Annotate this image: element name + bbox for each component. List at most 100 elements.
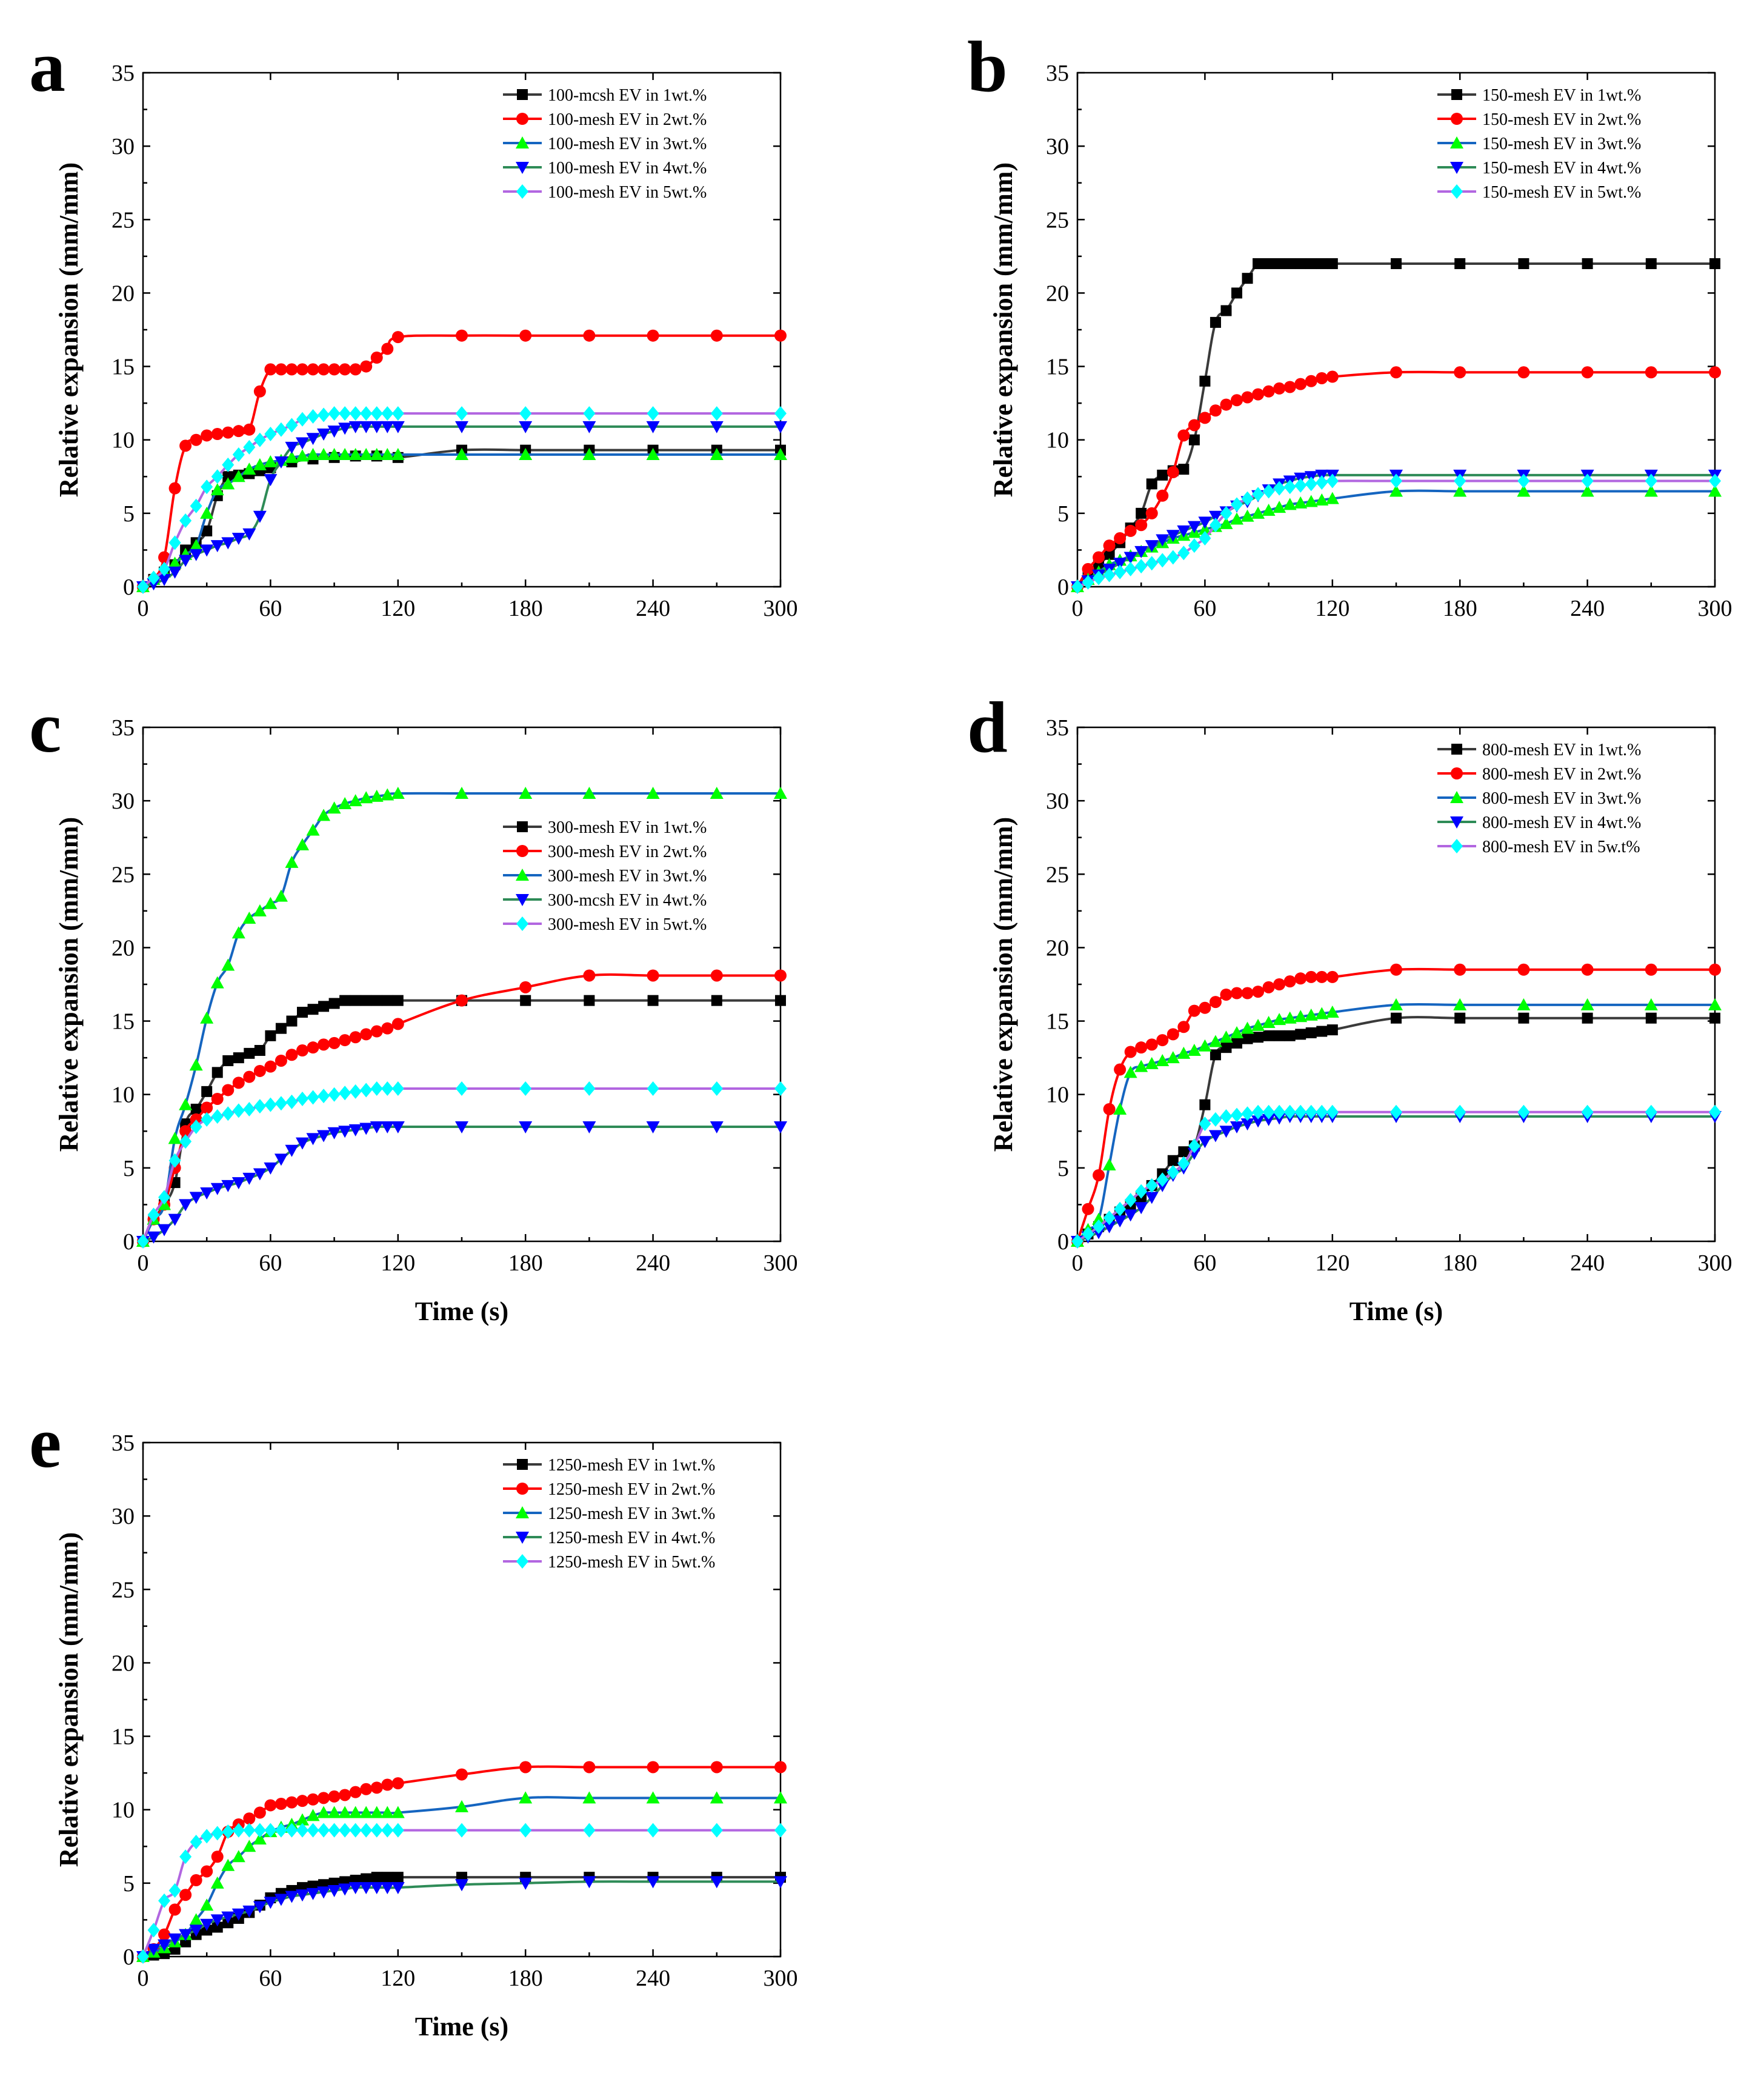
legend-marker <box>517 821 528 832</box>
data-point <box>328 1790 341 1803</box>
data-point <box>264 1097 277 1112</box>
x-tick-label: 180 <box>1443 1250 1477 1276</box>
data-point <box>137 1949 149 1964</box>
data-point <box>168 556 182 569</box>
data-point <box>1326 258 1338 269</box>
data-point <box>1316 970 1328 983</box>
legend-marker <box>516 916 528 931</box>
data-point <box>307 363 319 376</box>
data-point <box>710 447 724 460</box>
data-point <box>455 1800 468 1812</box>
legend-marker <box>516 184 528 199</box>
series-1 <box>138 995 786 1247</box>
data-point <box>1124 524 1137 537</box>
data-point <box>1145 540 1159 553</box>
data-point <box>1082 562 1094 575</box>
data-point <box>137 579 149 594</box>
data-point <box>1231 1107 1243 1123</box>
x-tick-label: 180 <box>508 596 543 621</box>
data-point <box>349 1031 362 1044</box>
data-point <box>264 363 277 376</box>
data-point <box>1231 497 1243 512</box>
data-point <box>1156 553 1169 568</box>
data-point <box>391 1806 405 1818</box>
data-point <box>391 406 404 421</box>
data-point <box>1580 998 1594 1010</box>
data-point <box>264 1060 277 1073</box>
legend-marker <box>516 894 529 906</box>
data-point <box>286 1015 298 1027</box>
data-point <box>1252 388 1265 401</box>
data-point <box>1102 1158 1116 1171</box>
data-point <box>285 363 298 376</box>
data-point <box>189 1913 203 1926</box>
data-point <box>1093 1169 1105 1181</box>
data-point <box>296 1823 308 1838</box>
y-tick-label: 0 <box>1057 575 1069 600</box>
data-point <box>318 407 330 422</box>
legend-marker <box>516 1506 529 1518</box>
data-point <box>1295 258 1306 269</box>
data-point <box>1156 534 1170 547</box>
data-point <box>710 1791 724 1804</box>
data-point <box>1645 473 1657 489</box>
legend-label: 300-mesh EV in 5wt.% <box>548 915 707 934</box>
data-point <box>264 474 278 487</box>
data-point <box>1146 478 1157 490</box>
data-point <box>1188 538 1200 553</box>
data-point <box>391 421 405 433</box>
data-point <box>371 1872 382 1883</box>
data-point <box>370 352 383 364</box>
data-point <box>455 787 468 799</box>
data-point <box>519 329 532 342</box>
data-point <box>350 995 361 1006</box>
data-point <box>158 561 171 576</box>
data-point <box>1177 1021 1190 1033</box>
data-point <box>1177 1156 1190 1171</box>
data-point <box>1187 521 1201 533</box>
data-point <box>360 1823 373 1838</box>
data-point <box>1167 1028 1179 1041</box>
legend-entry: 1250-mesh EV in 1wt.% <box>503 1456 715 1475</box>
data-point <box>370 1882 384 1895</box>
data-point <box>391 1882 405 1895</box>
data-point <box>647 406 659 421</box>
data-point <box>285 855 299 868</box>
panel-letter-c: c <box>29 687 61 767</box>
data-point <box>285 1094 298 1109</box>
legend-label: 150-mesh EV in 2wt.% <box>1482 110 1641 129</box>
data-point <box>190 1103 202 1115</box>
legend-marker <box>1450 791 1463 803</box>
data-point <box>1082 1203 1094 1215</box>
data-point <box>1103 1210 1116 1226</box>
data-point <box>1283 381 1296 393</box>
panel-letter-d: d <box>967 687 1008 767</box>
data-point <box>456 994 468 1007</box>
data-point <box>1177 525 1191 538</box>
data-point <box>274 1153 288 1166</box>
data-point <box>1114 532 1127 545</box>
data-point <box>1071 1234 1083 1249</box>
data-point <box>1252 1104 1265 1120</box>
data-point <box>1145 1178 1158 1193</box>
data-point <box>382 995 393 1006</box>
data-point <box>774 329 787 342</box>
y-tick-label: 5 <box>1057 1156 1069 1181</box>
data-point <box>264 1162 278 1175</box>
y-tick-label: 5 <box>123 1871 135 1897</box>
data-point <box>307 1793 319 1806</box>
data-point <box>582 447 596 460</box>
data-point <box>317 1130 331 1143</box>
x-axis-label: Time (s) <box>415 1296 508 1326</box>
data-point <box>774 1761 787 1774</box>
data-point <box>1262 484 1275 499</box>
y-tick-label: 25 <box>111 862 135 887</box>
legend-label: 800-mesh EV in 3wt.% <box>1482 789 1641 808</box>
y-tick-label: 15 <box>111 355 135 380</box>
data-point <box>391 787 405 799</box>
data-point <box>1517 963 1530 976</box>
data-point <box>1326 370 1339 383</box>
data-point <box>211 1067 223 1078</box>
data-point <box>1082 1226 1094 1241</box>
data-point <box>327 425 341 438</box>
